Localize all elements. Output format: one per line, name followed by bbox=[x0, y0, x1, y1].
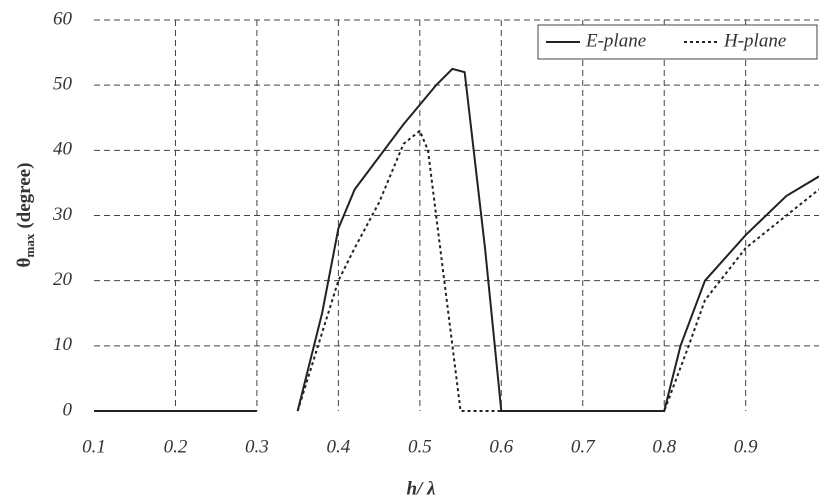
data-line bbox=[94, 67, 819, 412]
x-tick-label: 0.5 bbox=[408, 436, 432, 457]
y-tick-label: 0 bbox=[63, 399, 73, 420]
x-tick-label: 0.6 bbox=[489, 436, 513, 457]
x-tick-label: 0.9 bbox=[734, 436, 758, 457]
legend-label: H-plane bbox=[723, 30, 786, 51]
x-tick-label: 0.3 bbox=[245, 436, 269, 457]
x-tick-label: 0.1 bbox=[82, 436, 106, 457]
x-tick-label: 0.8 bbox=[652, 436, 676, 457]
y-tick-label: 10 bbox=[53, 334, 73, 355]
x-tick-label: 0.2 bbox=[164, 436, 188, 457]
x-tick-label: 0.7 bbox=[571, 436, 596, 457]
y-label-unit: (degree) bbox=[14, 163, 35, 229]
x-tick-label: 0.4 bbox=[327, 436, 351, 457]
y-tick-label: 60 bbox=[53, 8, 73, 29]
y-tick-label: 40 bbox=[53, 139, 73, 160]
y-tick-label: 20 bbox=[53, 269, 73, 290]
y-label-symbol: θ bbox=[14, 257, 35, 267]
data-line bbox=[296, 129, 819, 412]
y-tick-label: 50 bbox=[53, 74, 73, 95]
legend-box bbox=[537, 24, 818, 60]
y-axis-label: θmax (degree) bbox=[14, 163, 37, 268]
y-label-subscript: max bbox=[22, 233, 37, 257]
legend-label: E-plane bbox=[585, 30, 646, 51]
x-axis-label: h/ λ bbox=[406, 478, 435, 499]
y-tick-label: 30 bbox=[52, 204, 73, 225]
